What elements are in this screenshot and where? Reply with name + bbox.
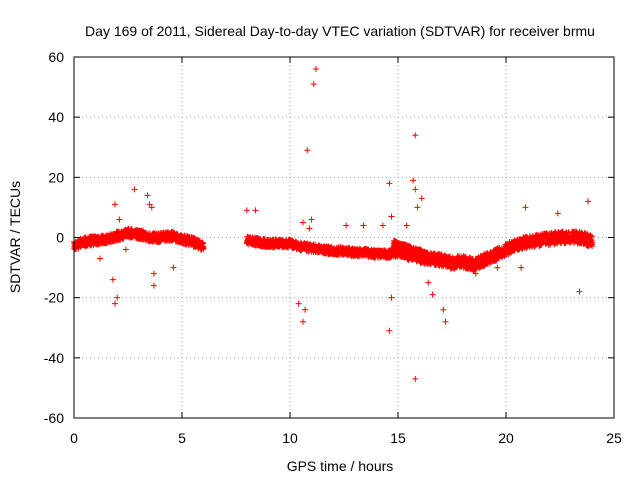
data-point <box>343 222 350 229</box>
data-point <box>412 132 419 139</box>
data-point <box>150 270 157 277</box>
data-point <box>410 177 417 184</box>
data-point <box>494 264 501 271</box>
data-point <box>109 276 116 283</box>
data-point <box>200 246 207 253</box>
data-point <box>425 279 432 286</box>
data-point <box>306 225 313 232</box>
x-tick-label: 10 <box>282 430 298 446</box>
data-point <box>310 81 317 88</box>
data-point <box>518 264 525 271</box>
x-tick-label: 15 <box>390 430 406 446</box>
data-point <box>418 195 425 202</box>
data-point <box>131 186 138 193</box>
chart-title: Day 169 of 2011, Sidereal Day-to-day VTE… <box>85 23 595 39</box>
data-point <box>554 210 561 217</box>
y-tick-label: 60 <box>48 49 64 65</box>
x-axis-label: GPS time / hours <box>287 458 394 474</box>
data-point <box>252 207 259 214</box>
data-point <box>440 306 447 313</box>
x-tick-label: 5 <box>178 430 186 446</box>
data-point <box>144 192 151 199</box>
data-point <box>412 375 419 382</box>
data-point <box>295 300 302 307</box>
data-points <box>71 66 596 382</box>
data-point <box>388 294 395 301</box>
data-point <box>150 282 157 289</box>
data-point <box>585 198 592 205</box>
data-point <box>299 219 306 226</box>
data-point <box>114 294 121 301</box>
data-point <box>302 306 309 313</box>
data-point <box>403 222 410 229</box>
data-point <box>116 216 123 223</box>
y-tick-label: 0 <box>56 230 64 246</box>
data-point <box>122 246 129 253</box>
y-tick-label: -40 <box>44 350 64 366</box>
data-point <box>308 216 315 223</box>
y-tick-label: -20 <box>44 290 64 306</box>
data-point <box>96 255 103 262</box>
data-point <box>379 222 386 229</box>
data-point <box>112 300 119 307</box>
data-point <box>112 201 119 208</box>
data-point <box>522 204 529 211</box>
data-point <box>299 318 306 325</box>
y-tick-label: 20 <box>48 169 64 185</box>
data-point <box>388 213 395 220</box>
data-point <box>360 222 367 229</box>
x-tick-label: 0 <box>70 430 78 446</box>
data-point <box>304 147 311 154</box>
y-axis-label: SDTVAR / TECUs <box>7 181 23 293</box>
x-tick-label: 20 <box>498 430 514 446</box>
y-tick-label: -60 <box>44 410 64 426</box>
data-point <box>412 186 419 193</box>
data-point <box>442 318 449 325</box>
data-point <box>386 180 393 187</box>
data-point <box>170 264 177 271</box>
data-point <box>414 204 421 211</box>
data-point <box>312 66 319 73</box>
x-tick-label: 25 <box>606 430 622 446</box>
data-point <box>429 291 436 298</box>
data-point <box>243 207 250 214</box>
data-point <box>386 327 393 334</box>
data-point <box>576 288 583 295</box>
y-tick-label: 40 <box>48 109 64 125</box>
